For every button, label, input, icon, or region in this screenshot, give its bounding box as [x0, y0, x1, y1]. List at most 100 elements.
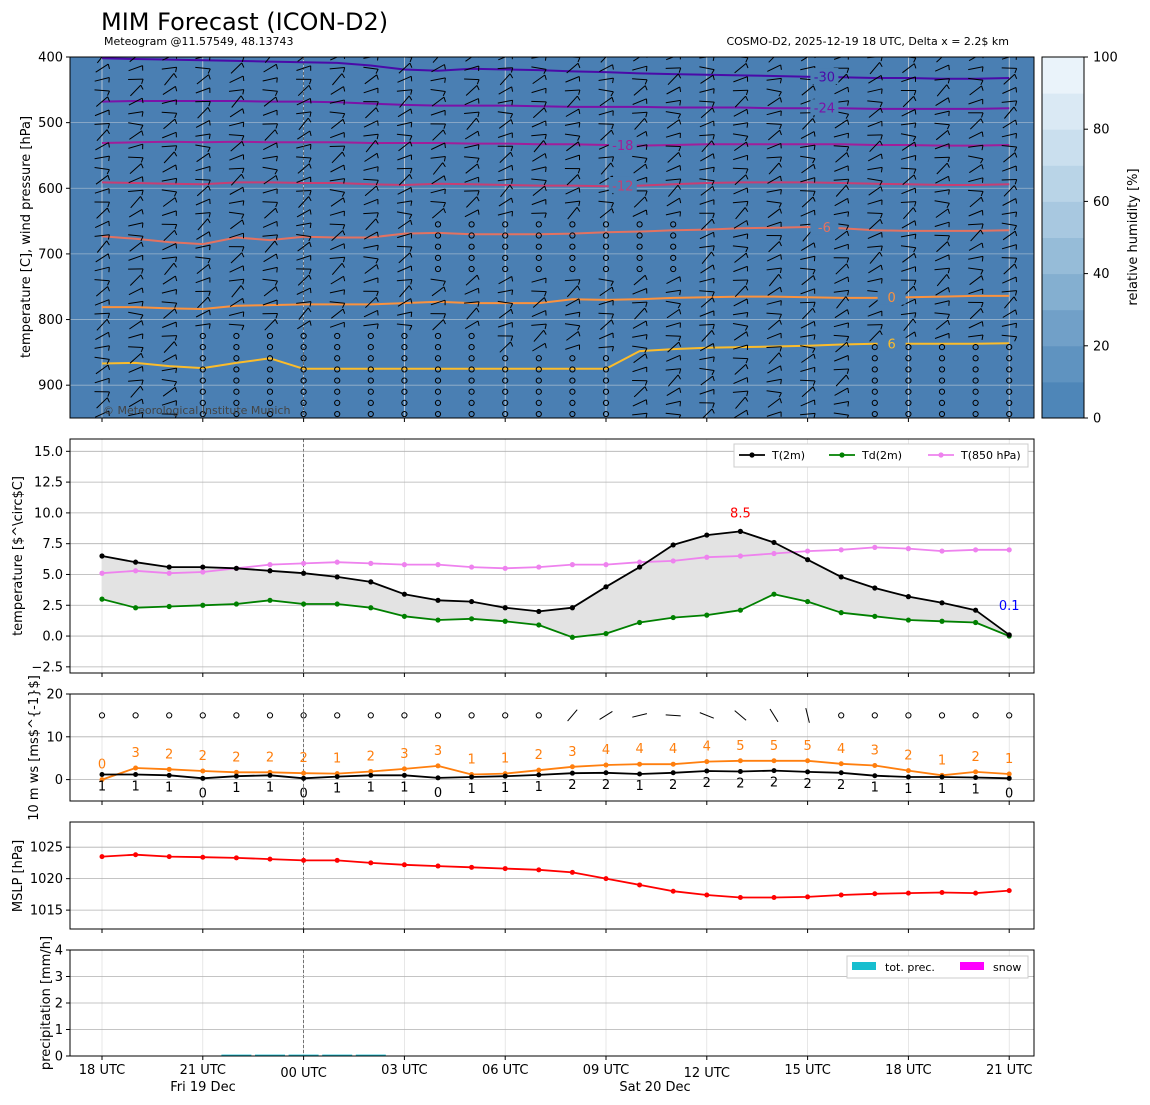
wind-barb-feather: [1014, 336, 1018, 342]
wind-barb: [229, 108, 243, 118]
wind-barb: [264, 240, 276, 253]
wind-barb: [1002, 165, 1017, 172]
series-point: [536, 622, 542, 628]
series-point: [704, 892, 710, 898]
wind-barb-feather: [947, 97, 950, 103]
wind-barb-feather: [342, 224, 346, 230]
wind-barb: [164, 262, 175, 276]
wind-barb-feather: [375, 68, 379, 74]
wind-barb: [699, 199, 715, 205]
wind-barb: [397, 232, 412, 239]
wind-barb: [464, 130, 479, 140]
wind-barb-feather: [511, 100, 514, 106]
wind-barb: [330, 243, 345, 251]
calm-wind-marker: [367, 399, 374, 407]
wind-barb-feather: [309, 190, 312, 196]
wind-barb: [800, 242, 815, 252]
wind-barb: [633, 163, 646, 174]
y-tick-label: 4: [55, 944, 63, 959]
series-point: [603, 876, 609, 882]
wind-barb: [1001, 57, 1011, 60]
wind-barb: [699, 323, 715, 326]
wind-barb: [867, 153, 882, 162]
wind-barb: [901, 298, 916, 307]
series-point: [133, 771, 139, 777]
calm-wind-marker: [367, 388, 374, 395]
wind-barb-feather: [846, 414, 850, 418]
calm-wind-marker: [502, 410, 509, 418]
wind-barb: [934, 200, 950, 204]
wind-barb: [900, 167, 916, 170]
wind-barb-feather: [545, 166, 547, 172]
wind-speed-value-label: 1: [467, 782, 475, 797]
wind-barb-feather: [611, 129, 614, 135]
wind-barb-feather: [711, 101, 715, 107]
series-point: [805, 598, 811, 605]
wind-barb-feather: [813, 145, 816, 151]
wind-barb: [329, 289, 345, 294]
wind-barb-feather: [1014, 152, 1018, 158]
wind-barb-feather: [645, 334, 648, 340]
calm-wind-marker: [367, 332, 374, 340]
series-point: [99, 553, 105, 559]
wind-barb: [835, 152, 848, 163]
wind-barb: [262, 201, 278, 203]
y-tick-label: 500: [38, 116, 63, 131]
wind-barb: [564, 89, 580, 92]
wind-barb: [699, 66, 715, 71]
series-point: [872, 544, 878, 550]
wind-barb: [666, 86, 681, 95]
wind-barb-feather: [175, 368, 178, 374]
wind-barb-feather: [779, 156, 782, 162]
wind-barb-feather: [578, 298, 581, 304]
wind-barb-feather: [309, 320, 312, 326]
wind-barb: [666, 276, 681, 285]
chart-subtitle-left: Meteogram @11.57549, 48.13743: [104, 35, 294, 48]
wind-barb-feather: [779, 97, 782, 103]
series-point: [805, 769, 811, 775]
gust-value-label: 2: [535, 748, 543, 763]
wind-barb-feather: [644, 307, 648, 313]
wind-barb: [464, 209, 479, 218]
wind-barb: [263, 142, 277, 151]
wind-barb-feather: [713, 356, 715, 362]
wind-barb: [968, 66, 984, 71]
calm-wind-marker: [367, 712, 374, 719]
wind-barb-feather: [174, 387, 178, 393]
wind-barb: [161, 189, 177, 193]
wind-barb: [935, 97, 949, 107]
wind-barb: [968, 77, 984, 81]
wind-barb: [398, 141, 411, 152]
wind-barb: [699, 290, 715, 293]
wind-barb: [196, 185, 209, 197]
wind-barb: [497, 111, 513, 115]
series-point: [502, 605, 508, 611]
wind-barb: [869, 140, 881, 153]
wind-barb: [565, 108, 580, 117]
wind-barb: [700, 153, 714, 162]
wind-barb-feather: [813, 164, 816, 170]
surface-wind-barb: [805, 707, 810, 723]
series-point: [838, 574, 844, 580]
wind-barb-feather: [846, 263, 850, 269]
wind-barb-feather: [242, 168, 245, 174]
wind-barb-feather: [981, 321, 984, 327]
wind-barb: [330, 275, 344, 285]
wind-barb: [732, 323, 748, 327]
series-point: [771, 758, 777, 764]
wind-barb: [969, 118, 982, 130]
wind-speed-value-label: 1: [165, 780, 173, 795]
wind-barb-feather: [1015, 211, 1018, 218]
wind-barb-feather: [107, 234, 110, 240]
wind-barb: [632, 288, 647, 295]
series-point: [435, 863, 441, 869]
calm-wind-marker: [972, 355, 979, 362]
wind-barb: [230, 141, 243, 152]
wind-barb-feather: [914, 201, 917, 207]
wind-barb: [968, 255, 984, 260]
wind-barb-feather: [577, 57, 581, 63]
calm-wind-marker: [905, 366, 912, 373]
calm-wind-marker: [199, 366, 206, 373]
wind-barb: [195, 144, 211, 148]
